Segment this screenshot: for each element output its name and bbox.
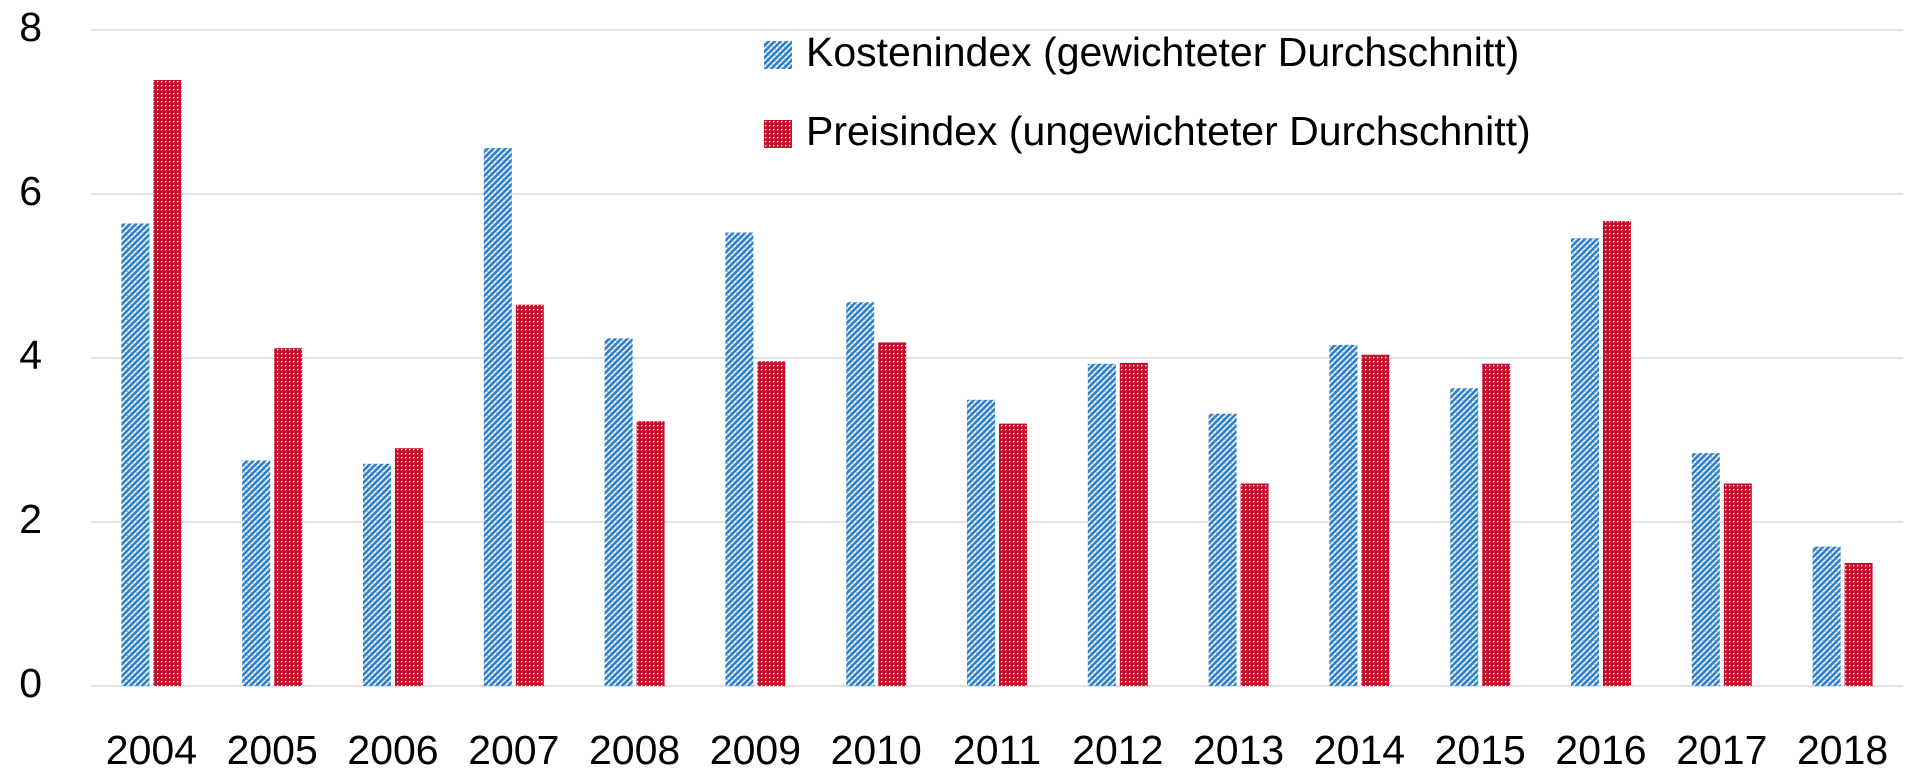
x-tick-label: 2013 bbox=[1193, 727, 1284, 772]
x-tick-label: 2009 bbox=[710, 727, 801, 772]
y-tick-label: 4 bbox=[19, 332, 42, 378]
bar bbox=[274, 348, 303, 686]
bar bbox=[967, 399, 995, 686]
y-tick-label: 6 bbox=[19, 168, 42, 214]
bar bbox=[515, 304, 544, 686]
bar bbox=[636, 421, 665, 686]
bar bbox=[1087, 363, 1116, 686]
x-tick-label: 2015 bbox=[1435, 727, 1526, 772]
x-tick-label: 2007 bbox=[468, 727, 559, 772]
bar bbox=[242, 460, 271, 686]
legend-swatch bbox=[764, 41, 792, 69]
bar bbox=[1691, 453, 1720, 686]
bar bbox=[395, 448, 423, 686]
x-tick-label: 2008 bbox=[589, 727, 680, 772]
bar bbox=[363, 463, 391, 686]
x-tick-label: 2010 bbox=[831, 727, 922, 772]
x-tick-label: 2004 bbox=[106, 727, 197, 772]
bar bbox=[1571, 238, 1599, 686]
x-tick-label: 2017 bbox=[1676, 727, 1767, 772]
y-tick-label: 0 bbox=[19, 660, 42, 706]
bar bbox=[999, 423, 1027, 686]
x-tick-label: 2011 bbox=[953, 727, 1041, 772]
legend-swatch bbox=[764, 120, 792, 148]
bar bbox=[1723, 483, 1752, 686]
x-tick-label: 2012 bbox=[1072, 727, 1163, 772]
bar bbox=[846, 302, 875, 686]
bar bbox=[1361, 354, 1390, 686]
bar bbox=[153, 80, 182, 686]
bar bbox=[1603, 221, 1631, 686]
legend-label: Preisindex (ungewichteter Durchschnitt) bbox=[806, 108, 1531, 154]
bar bbox=[1240, 483, 1269, 686]
bar bbox=[1450, 388, 1479, 686]
x-tick-label: 2016 bbox=[1555, 727, 1646, 772]
bar bbox=[483, 148, 512, 686]
bar bbox=[757, 361, 786, 686]
bar bbox=[1482, 363, 1511, 686]
y-tick-label: 2 bbox=[19, 496, 42, 542]
bar bbox=[1119, 362, 1148, 686]
x-tick-label: 2006 bbox=[347, 727, 438, 772]
bar bbox=[1844, 563, 1873, 686]
legend-label: Kostenindex (gewichteter Durchschnitt) bbox=[806, 29, 1519, 75]
bar bbox=[604, 338, 633, 686]
x-tick-label: 2014 bbox=[1314, 727, 1405, 772]
bar bbox=[121, 223, 150, 686]
bar bbox=[725, 232, 754, 687]
bar bbox=[1208, 413, 1237, 686]
x-tick-label: 2018 bbox=[1797, 727, 1888, 772]
x-tick-label: 2005 bbox=[227, 727, 318, 772]
bar bbox=[878, 342, 907, 686]
y-tick-label: 8 bbox=[19, 4, 42, 50]
bar bbox=[1329, 344, 1358, 686]
bar bbox=[1812, 546, 1841, 686]
